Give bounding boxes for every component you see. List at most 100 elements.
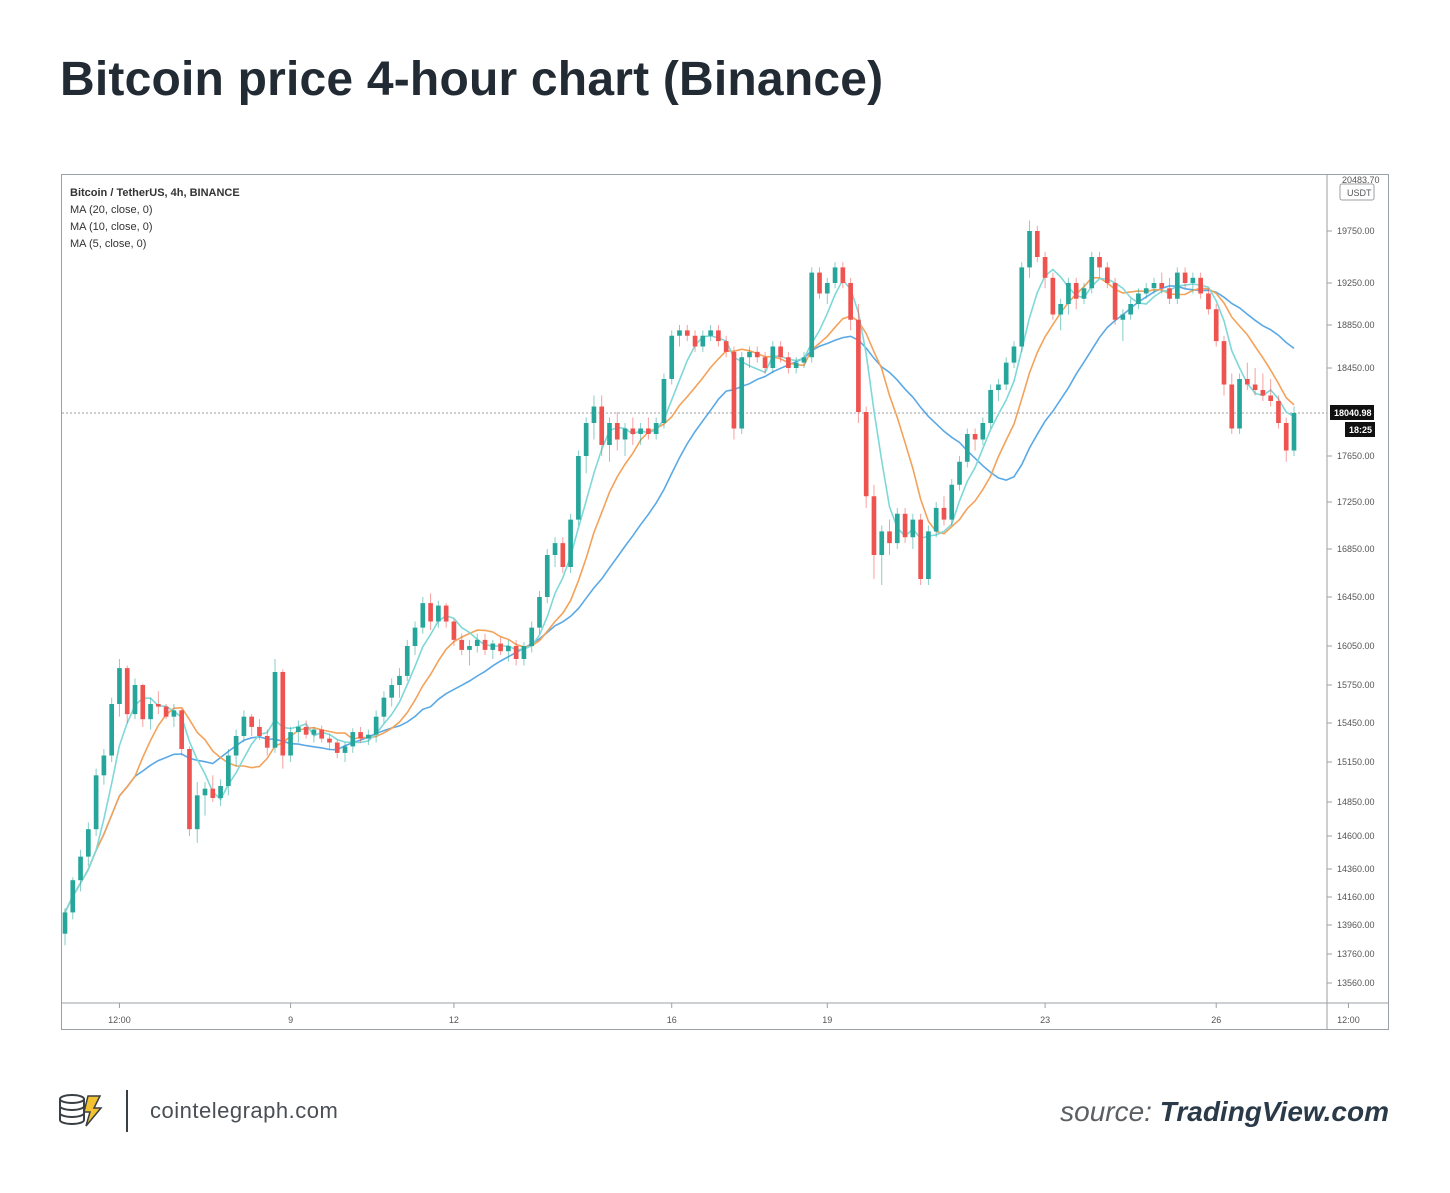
candle bbox=[918, 513, 923, 585]
candle-body bbox=[210, 788, 216, 798]
footer-site[interactable]: cointelegraph.com bbox=[150, 1098, 339, 1123]
candle-body bbox=[684, 330, 690, 336]
candle-body bbox=[1182, 272, 1188, 283]
candle-body bbox=[436, 605, 441, 622]
candle-body bbox=[412, 627, 418, 646]
candle bbox=[544, 549, 550, 604]
y-tick-label: 14600.00 bbox=[1337, 831, 1375, 841]
candlestick-chart[interactable]: Bitcoin / TetherUS, 4h, BINANCE MA (20, … bbox=[62, 175, 1388, 1029]
candle bbox=[1213, 304, 1219, 347]
candle bbox=[311, 726, 317, 743]
candle bbox=[109, 697, 115, 762]
candle-body bbox=[1237, 379, 1242, 429]
candle-body bbox=[801, 357, 807, 363]
candle-body bbox=[1283, 423, 1289, 451]
candle bbox=[801, 351, 807, 368]
y-tick-label: 18450.00 bbox=[1337, 363, 1375, 373]
candle bbox=[902, 507, 908, 544]
y-tick-label: 16450.00 bbox=[1337, 592, 1375, 602]
source-site[interactable]: TradingView.com bbox=[1159, 1096, 1389, 1127]
candle-body bbox=[537, 597, 542, 628]
candle bbox=[926, 525, 931, 585]
candle-body bbox=[583, 423, 589, 456]
candle bbox=[467, 639, 472, 666]
candle-body bbox=[474, 639, 480, 646]
candle bbox=[1058, 298, 1063, 331]
candle-body bbox=[62, 912, 68, 934]
candle-body bbox=[1034, 231, 1040, 257]
candle bbox=[996, 379, 1001, 401]
candle bbox=[793, 357, 799, 374]
page-title: Bitcoin price 4-hour chart (Binance) bbox=[60, 53, 884, 106]
candle bbox=[856, 304, 861, 423]
chart-panel[interactable]: Bitcoin / TetherUS, 4h, BINANCE MA (20, … bbox=[61, 174, 1389, 1030]
candle bbox=[988, 384, 993, 429]
candle-body bbox=[140, 685, 146, 720]
candle bbox=[614, 412, 620, 451]
candle-body bbox=[1042, 257, 1048, 278]
candle-body bbox=[1276, 401, 1281, 423]
candle-body bbox=[754, 351, 760, 358]
candle bbox=[910, 513, 916, 549]
candle bbox=[202, 782, 208, 816]
x-tick-label: 12:00 bbox=[1337, 1015, 1360, 1025]
candle-body bbox=[366, 734, 371, 739]
candle-body bbox=[1229, 384, 1235, 429]
candle bbox=[622, 423, 628, 456]
candle-body bbox=[303, 726, 309, 735]
candle bbox=[529, 621, 535, 653]
currency-label: USDT bbox=[1347, 188, 1372, 198]
candle bbox=[117, 659, 122, 717]
candle bbox=[296, 720, 301, 743]
candle bbox=[342, 742, 348, 762]
candle bbox=[1128, 298, 1133, 320]
last-price-label: 18040.98 bbox=[1334, 408, 1372, 418]
candle-body bbox=[677, 330, 682, 336]
candle bbox=[1182, 267, 1188, 289]
candle-body bbox=[218, 786, 223, 798]
candle-body bbox=[389, 685, 395, 698]
candle-body bbox=[762, 357, 768, 368]
candle bbox=[863, 406, 869, 508]
candle-body bbox=[840, 267, 846, 283]
candle-body bbox=[226, 755, 231, 786]
candle bbox=[171, 704, 177, 727]
candle-body bbox=[1190, 277, 1196, 283]
candle-body bbox=[933, 507, 939, 532]
candle bbox=[358, 726, 363, 743]
candle-body bbox=[1027, 231, 1032, 268]
candle-body bbox=[397, 675, 402, 685]
candle bbox=[1097, 251, 1102, 278]
candle bbox=[498, 637, 503, 656]
candle-body bbox=[902, 513, 908, 538]
candle bbox=[1291, 406, 1297, 456]
candle-body bbox=[109, 704, 115, 756]
candle bbox=[412, 621, 418, 656]
candle bbox=[482, 633, 488, 656]
candle bbox=[754, 346, 760, 363]
candle-body bbox=[311, 729, 317, 735]
candle-body bbox=[607, 423, 612, 445]
y-tick-label: 14850.00 bbox=[1337, 797, 1375, 807]
candle bbox=[731, 346, 737, 440]
candle bbox=[1120, 309, 1126, 342]
candle-body bbox=[1167, 288, 1172, 299]
x-tick-label: 19 bbox=[822, 1015, 832, 1025]
y-tick-label: 19750.00 bbox=[1337, 226, 1375, 236]
candle-body bbox=[506, 646, 511, 652]
candle bbox=[1237, 373, 1242, 434]
candle bbox=[871, 484, 877, 579]
candle bbox=[716, 325, 721, 347]
price-scale[interactable]: 20483.70 USDT 19750.00 19250.00 18850.00 18… bbox=[1326, 175, 1380, 1029]
x-tick-label: 26 bbox=[1211, 1015, 1221, 1025]
y-tick-label: 17650.00 bbox=[1337, 451, 1375, 461]
countdown-label: 18:25 bbox=[1349, 425, 1372, 435]
candle bbox=[474, 633, 480, 653]
y-tick-label: 15750.00 bbox=[1337, 680, 1375, 690]
candle-body bbox=[941, 507, 947, 520]
candle bbox=[941, 496, 947, 526]
candle-body bbox=[513, 646, 519, 659]
candle bbox=[132, 678, 138, 720]
candle bbox=[980, 417, 986, 445]
